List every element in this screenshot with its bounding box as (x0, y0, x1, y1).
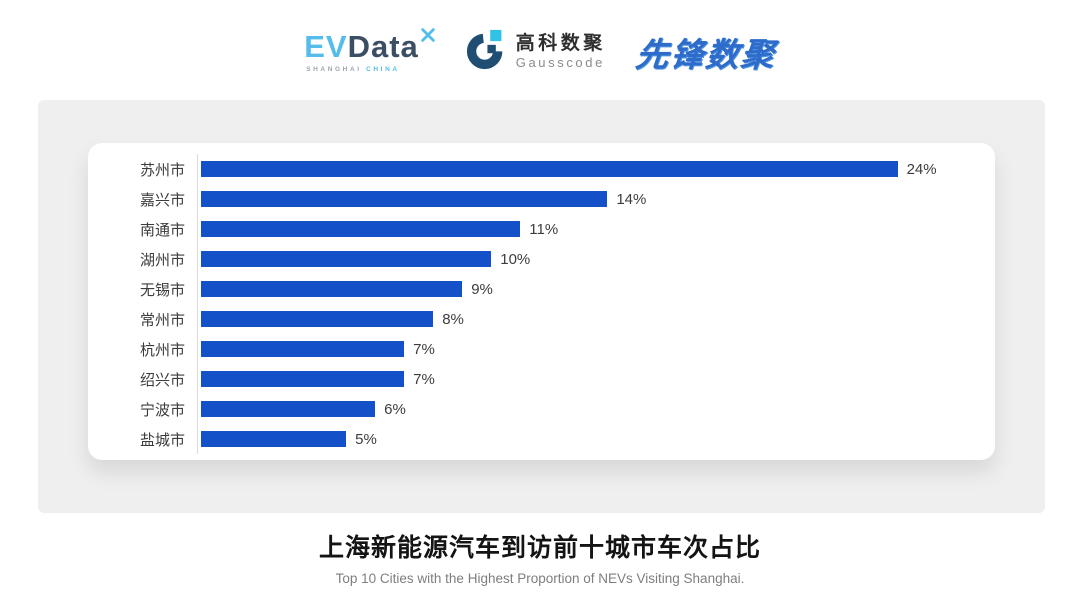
evdata-data-text: Data (347, 29, 419, 64)
chart-row: 杭州市 7% (88, 334, 975, 364)
chart-row: 宁波市 6% (88, 394, 975, 424)
value-label: 5% (355, 430, 377, 448)
bar-track: 14% (197, 184, 975, 214)
bar (201, 191, 608, 207)
value-label: 9% (471, 280, 493, 298)
category-label: 嘉兴市 (139, 191, 185, 209)
bar-track: 7% (197, 364, 975, 394)
bar (201, 431, 347, 447)
chart-row: 南通市 11% (88, 214, 975, 244)
chart-panel: 苏州市 24% 嘉兴市 14% 南通市 11% 湖州市 10% 无锡市 9% 常州市 8% 杭州市 7% 绍… (38, 100, 1045, 513)
evdata-china-text: CHINA (366, 66, 400, 73)
bar (201, 281, 463, 297)
chart-row: 苏州市 24% (88, 154, 975, 184)
category-label: 湖州市 (139, 251, 185, 269)
bar-track: 11% (197, 214, 975, 244)
bar (201, 251, 492, 267)
value-label: 8% (442, 310, 464, 328)
gausscode-wordmark: 高科数聚 Gausscode (516, 33, 606, 71)
bar-track: 10% (197, 244, 975, 274)
bar-track: 8% (197, 304, 975, 334)
chart-subtitle: Top 10 Cities with the Highest Proportio… (335, 571, 745, 586)
evdata-spark-icon (420, 27, 436, 47)
bar-track: 5% (197, 424, 975, 454)
footer-title-block: 上海新能源汽车到访前十城市车次占比 Top 10 Cities with the… (0, 528, 1080, 586)
bar (201, 371, 405, 387)
chart-row: 盐城市 5% (88, 424, 975, 454)
category-label: 杭州市 (139, 341, 185, 359)
value-label: 11% (529, 220, 559, 238)
value-label: 7% (413, 340, 435, 358)
bar (201, 401, 376, 417)
value-label: 7% (413, 370, 435, 388)
gausscode-en-text: Gausscode (515, 54, 605, 70)
value-label: 10% (500, 250, 531, 268)
bar (201, 221, 521, 237)
category-label: 苏州市 (139, 161, 185, 179)
bar (201, 161, 898, 177)
bar-track: 7% (197, 334, 975, 364)
chart-rows: 苏州市 24% 嘉兴市 14% 南通市 11% 湖州市 10% 无锡市 9% 常州市 8% 杭州市 7% 绍… (88, 154, 975, 454)
bar-track: 24% (197, 154, 975, 184)
gausscode-cn-text: 高科数聚 (515, 33, 606, 55)
value-label: 6% (384, 400, 406, 418)
category-label: 常州市 (139, 311, 185, 329)
gausscode-logo: 高科数聚 Gausscode (466, 29, 606, 75)
evdata-ev-text: EV (304, 29, 348, 64)
evdata-logo: EV Data SHANGHAI CHINA (304, 28, 436, 73)
chart-row: 嘉兴市 14% (88, 184, 975, 214)
evdata-shanghai-text: SHANGHAI (306, 66, 362, 73)
value-label: 24% (906, 160, 937, 178)
bar-track: 6% (197, 394, 975, 424)
evdata-wordmark: EV Data (304, 28, 436, 64)
category-label: 宁波市 (139, 401, 185, 419)
chart-row: 常州市 8% (88, 304, 975, 334)
bar-track: 9% (197, 274, 975, 304)
chart-row: 湖州市 10% (88, 244, 975, 274)
category-label: 盐城市 (139, 431, 185, 449)
evdata-tagline: SHANGHAI CHINA (306, 66, 436, 73)
header-brand-band: EV Data SHANGHAI CHINA 高科数聚 Gausscode (0, 22, 1080, 82)
chart-row: 绍兴市 7% (88, 364, 975, 394)
category-label: 无锡市 (139, 281, 185, 299)
chart-card: 苏州市 24% 嘉兴市 14% 南通市 11% 湖州市 10% 无锡市 9% 常州市 8% 杭州市 7% 绍… (88, 143, 995, 460)
chart-title: 上海新能源汽车到访前十城市车次占比 (318, 534, 761, 562)
category-label: 南通市 (139, 221, 185, 239)
bar (201, 341, 405, 357)
bar (201, 311, 434, 327)
value-label: 14% (616, 190, 647, 208)
category-label: 绍兴市 (139, 371, 185, 389)
gausscode-mark-icon (466, 29, 507, 75)
xianfeng-logo: 先锋数聚 (633, 36, 778, 73)
chart-row: 无锡市 9% (88, 274, 975, 304)
